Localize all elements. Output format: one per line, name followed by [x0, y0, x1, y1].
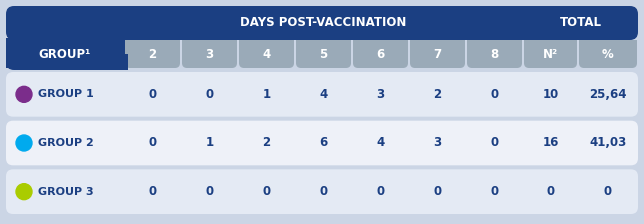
Circle shape: [16, 135, 32, 151]
Text: GROUP¹: GROUP¹: [39, 47, 91, 60]
Text: TOTAL: TOTAL: [560, 16, 601, 29]
Text: 0: 0: [148, 185, 156, 198]
Text: GROUP 2: GROUP 2: [38, 138, 94, 148]
FancyBboxPatch shape: [353, 40, 408, 68]
Bar: [65, 38, 128, 70]
Text: 0: 0: [148, 136, 156, 149]
Text: 2: 2: [148, 47, 156, 60]
FancyBboxPatch shape: [6, 6, 638, 40]
Text: 0: 0: [263, 185, 270, 198]
Text: 1: 1: [205, 136, 214, 149]
Text: 0: 0: [433, 185, 442, 198]
FancyBboxPatch shape: [6, 169, 638, 214]
Circle shape: [16, 184, 32, 200]
Text: 0: 0: [547, 185, 554, 198]
FancyBboxPatch shape: [182, 40, 237, 68]
Text: GROUP 1: GROUP 1: [38, 89, 94, 99]
FancyBboxPatch shape: [579, 40, 637, 68]
Bar: [524, 40, 577, 54]
Text: 0: 0: [319, 185, 328, 198]
Text: 6: 6: [319, 136, 328, 149]
Text: N²: N²: [543, 47, 558, 60]
Text: 4: 4: [262, 47, 270, 60]
FancyBboxPatch shape: [296, 40, 351, 68]
Text: 8: 8: [490, 47, 498, 60]
Bar: [125, 40, 180, 54]
FancyBboxPatch shape: [524, 40, 577, 68]
FancyBboxPatch shape: [6, 72, 638, 117]
Text: 0: 0: [491, 88, 498, 101]
Text: 4: 4: [319, 88, 328, 101]
Bar: [353, 40, 408, 54]
FancyBboxPatch shape: [467, 40, 522, 68]
Text: 0: 0: [205, 185, 214, 198]
Text: 0: 0: [491, 136, 498, 149]
Text: 25,64: 25,64: [589, 88, 627, 101]
Text: 4: 4: [376, 136, 384, 149]
Text: 3: 3: [205, 47, 214, 60]
Bar: [6, 38, 124, 68]
Text: 2: 2: [433, 88, 442, 101]
FancyBboxPatch shape: [6, 38, 124, 70]
Text: 1: 1: [263, 88, 270, 101]
Text: 0: 0: [205, 88, 214, 101]
Text: 10: 10: [542, 88, 558, 101]
Bar: [410, 40, 465, 54]
Text: 0: 0: [377, 185, 384, 198]
FancyBboxPatch shape: [6, 121, 638, 165]
Text: DAYS POST-VACCINATION: DAYS POST-VACCINATION: [240, 16, 407, 29]
Text: GROUP 3: GROUP 3: [38, 187, 93, 197]
Bar: [296, 40, 351, 54]
Text: 41,03: 41,03: [589, 136, 627, 149]
Text: 5: 5: [319, 47, 328, 60]
Text: 16: 16: [542, 136, 559, 149]
Text: 2: 2: [263, 136, 270, 149]
FancyBboxPatch shape: [239, 40, 294, 68]
Text: 3: 3: [433, 136, 442, 149]
Bar: [182, 40, 237, 54]
Text: 3: 3: [377, 88, 384, 101]
Text: 6: 6: [376, 47, 384, 60]
Text: 0: 0: [148, 88, 156, 101]
FancyBboxPatch shape: [410, 40, 465, 68]
Bar: [239, 40, 294, 54]
Bar: [579, 40, 637, 54]
Text: 0: 0: [491, 185, 498, 198]
Text: 0: 0: [604, 185, 612, 198]
FancyBboxPatch shape: [125, 40, 180, 68]
Text: %: %: [602, 47, 614, 60]
Circle shape: [16, 86, 32, 102]
Bar: [467, 40, 522, 54]
Text: 7: 7: [433, 47, 442, 60]
